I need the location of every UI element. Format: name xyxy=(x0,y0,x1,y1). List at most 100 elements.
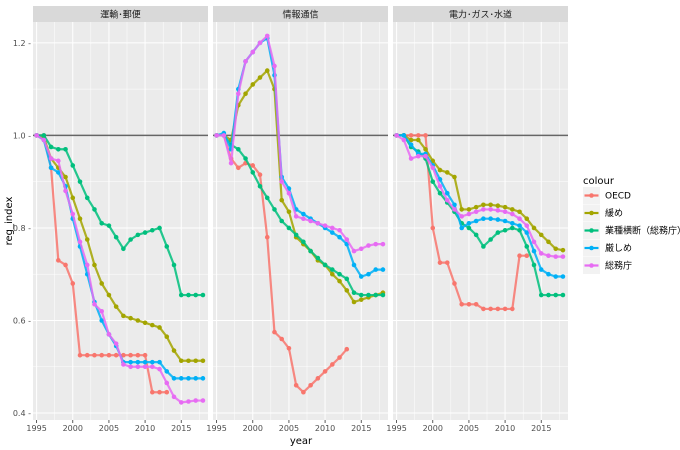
legend-title: colour xyxy=(583,176,615,187)
data-point xyxy=(272,63,277,69)
legend-label: 緩め xyxy=(605,207,623,219)
data-point xyxy=(481,207,486,212)
data-point xyxy=(286,225,292,231)
data-point xyxy=(517,223,522,228)
data-point xyxy=(63,188,68,194)
data-point xyxy=(430,225,436,231)
data-point xyxy=(510,306,515,312)
data-point xyxy=(264,234,270,240)
data-point xyxy=(164,369,170,374)
data-point xyxy=(524,253,530,259)
data-point xyxy=(142,364,148,370)
data-point xyxy=(495,306,501,312)
data-point xyxy=(150,227,155,233)
data-point xyxy=(77,239,83,245)
data-point xyxy=(243,156,248,161)
data-point xyxy=(473,232,479,238)
data-point xyxy=(250,49,256,55)
data-point xyxy=(351,290,357,296)
data-point xyxy=(452,174,457,180)
data-point xyxy=(92,207,97,212)
legend-label: 厳しめ xyxy=(605,242,632,254)
data-point xyxy=(481,202,486,208)
data-point xyxy=(495,230,501,235)
data-point xyxy=(546,253,551,259)
data-point xyxy=(502,209,508,215)
data-point xyxy=(488,216,493,221)
data-point xyxy=(48,156,54,161)
data-point xyxy=(257,172,263,178)
data-point xyxy=(315,255,321,261)
x-axis-title: year xyxy=(290,436,313,447)
x-tick-label: 2015 xyxy=(171,424,191,433)
data-point xyxy=(142,230,148,235)
data-point xyxy=(70,281,76,286)
data-point xyxy=(358,292,364,298)
data-point xyxy=(351,262,357,268)
data-point xyxy=(366,271,371,277)
data-point xyxy=(77,179,83,184)
data-point xyxy=(531,248,537,254)
data-point xyxy=(344,276,350,282)
data-point xyxy=(337,227,342,233)
data-point xyxy=(408,133,414,138)
data-point xyxy=(488,207,493,212)
data-point xyxy=(171,394,177,400)
data-point xyxy=(92,302,97,307)
data-point xyxy=(157,389,162,395)
data-point xyxy=(178,292,184,298)
data-point xyxy=(553,254,559,259)
data-point xyxy=(481,216,486,221)
data-point xyxy=(56,170,61,175)
legend-entry: 業種横断（総務庁） xyxy=(583,222,680,239)
data-point xyxy=(106,292,112,298)
data-point xyxy=(481,306,486,312)
data-point xyxy=(70,211,76,217)
x-tick-label: 1995 xyxy=(206,424,226,433)
data-point xyxy=(517,216,522,221)
data-point xyxy=(236,146,241,152)
data-point xyxy=(322,223,328,228)
data-point xyxy=(408,142,414,147)
data-point xyxy=(99,308,104,314)
data-point xyxy=(193,292,199,298)
data-point xyxy=(113,304,119,309)
data-point xyxy=(200,292,206,298)
data-point xyxy=(301,389,306,395)
data-point xyxy=(531,239,537,245)
data-point xyxy=(157,225,162,231)
data-point xyxy=(373,267,379,272)
data-point xyxy=(178,376,184,381)
data-point xyxy=(48,165,54,171)
data-point xyxy=(358,274,364,279)
data-point xyxy=(186,358,191,364)
data-point xyxy=(553,292,559,298)
data-point xyxy=(495,217,501,222)
series xyxy=(34,133,206,364)
data-point xyxy=(322,369,328,374)
data-point xyxy=(121,313,126,319)
data-point xyxy=(236,165,241,171)
data-point xyxy=(257,75,263,80)
data-point xyxy=(200,358,206,364)
data-point xyxy=(171,376,177,381)
data-point xyxy=(128,364,133,370)
data-point xyxy=(437,260,443,265)
data-point xyxy=(92,352,97,358)
data-point xyxy=(84,237,90,242)
data-point xyxy=(178,358,184,364)
x-tick-label: 2005 xyxy=(459,424,479,433)
data-point xyxy=(63,262,68,268)
y-axis: 0.4 - 0.6 - 0.8 - 1.0 - 1.2 - xyxy=(13,39,31,418)
data-point xyxy=(186,376,191,381)
data-point xyxy=(279,218,285,224)
data-point xyxy=(546,271,551,277)
data-point xyxy=(272,329,277,335)
data-point xyxy=(99,318,104,323)
data-point xyxy=(408,156,414,161)
data-point xyxy=(444,190,450,196)
x-tick-label: 2005 xyxy=(279,424,299,433)
data-point xyxy=(286,190,292,196)
data-point xyxy=(193,398,199,403)
data-point xyxy=(34,133,39,138)
